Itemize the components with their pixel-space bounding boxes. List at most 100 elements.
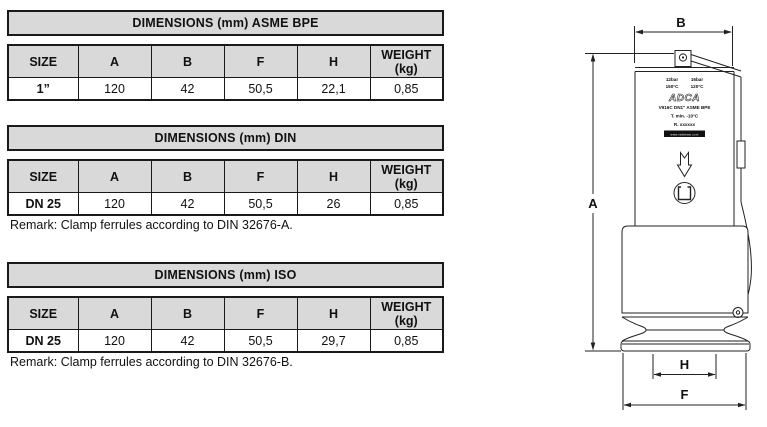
col-header-b: B (150, 159, 225, 193)
ferrule-flange (620, 340, 751, 352)
cell-size: DN 25 (7, 329, 79, 353)
header-row: SIZE A B F H WEIGHT (kg) (7, 296, 444, 330)
cell-weight: 0,85 (369, 329, 444, 353)
b-arrow-right (724, 29, 732, 35)
weight-label: WEIGHT (381, 162, 432, 177)
col-header-b: B (150, 44, 225, 78)
plate-website: www.valsteam.com (671, 133, 699, 137)
plate-model: V916C DN1" ASME BPE (659, 105, 711, 110)
cell-h: 22,1 (296, 77, 371, 101)
neck-left (621, 316, 647, 342)
dimensions-table-din: SIZE A B F H WEIGHT (kg) DN 25 120 42 50… (7, 159, 444, 216)
table-title-asme-bpe: DIMENSIONS (mm) ASME BPE (7, 10, 444, 36)
col-header-f: F (223, 44, 298, 78)
col-header-weight: WEIGHT (kg) (369, 159, 444, 193)
remark-din: Remark: Clamp ferrules according to DIN … (10, 218, 293, 232)
table-title-text: DIMENSIONS (mm) ISO (154, 268, 297, 282)
cell-f: 50,5 (223, 77, 298, 101)
weight-unit: (kg) (394, 61, 418, 76)
table-row: 1” 120 42 50,5 22,1 0,85 (7, 77, 444, 101)
cell-b: 42 (150, 77, 225, 101)
dimensions-table-asme-bpe: SIZE A B F H WEIGHT (kg) 1” 120 42 50,5 … (7, 44, 444, 101)
cell-h: 26 (296, 192, 371, 216)
cell-b: 42 (150, 192, 225, 216)
plate-temp-left: 150°C (666, 84, 680, 89)
strap-top-outer (690, 54, 742, 72)
neck-right (723, 316, 749, 342)
col-header-a: A (77, 44, 152, 78)
col-header-size: SIZE (7, 296, 79, 330)
remark-iso: Remark: Clamp ferrules according to DIN … (10, 355, 293, 369)
table-block-iso: DIMENSIONS (mm) ISO SIZE A B F H WEIGHT … (7, 262, 444, 353)
table-title-text: DIMENSIONS (mm) DIN (154, 131, 297, 145)
weight-label: WEIGHT (381, 47, 432, 62)
header-row: SIZE A B F H WEIGHT (kg) (7, 159, 444, 193)
cell-a: 120 (77, 329, 152, 353)
strap-clip (736, 140, 746, 169)
dimensions-table-iso: SIZE A B F H WEIGHT (kg) DN 25 120 42 50… (7, 296, 444, 353)
table-title-iso: DIMENSIONS (mm) ISO (7, 262, 444, 288)
col-header-b: B (150, 296, 225, 330)
cell-a: 120 (77, 192, 152, 216)
strap-screw-inner (735, 310, 741, 315)
col-header-a: A (77, 296, 152, 330)
dim-label-b: B (676, 15, 685, 30)
cell-size: DN 25 (7, 192, 79, 216)
f-arrow-right (738, 402, 746, 408)
cell-f: 50,5 (223, 192, 298, 216)
dim-label-h: H (680, 357, 689, 372)
plate-tmin: T. min. -10°C (671, 114, 699, 119)
plate-pressure-right: 16bar (691, 77, 703, 82)
valve-drawing-svg: B A H F 12bar 16bar 150°C 120°C ADCA V91… (585, 15, 752, 410)
header-row: SIZE A B F H WEIGHT (kg) (7, 44, 444, 78)
cell-b: 42 (150, 329, 225, 353)
lower-body (621, 225, 749, 314)
col-header-a: A (77, 159, 152, 193)
col-header-h: H (296, 296, 371, 330)
cell-size: 1” (7, 77, 79, 101)
a-arrow-top (590, 53, 596, 62)
h-arrow-left (653, 372, 661, 377)
table-title-text: DIMENSIONS (mm) ASME BPE (132, 16, 319, 30)
cap-screw-dot (681, 56, 685, 59)
col-header-weight: WEIGHT (kg) (369, 296, 444, 330)
drain-symbol-square (677, 186, 692, 201)
table-row: DN 25 120 42 50,5 26 0,85 (7, 192, 444, 216)
col-header-f: F (223, 296, 298, 330)
drain-symbol-circle (673, 182, 696, 204)
table-row: DN 25 120 42 50,5 29,7 0,85 (7, 329, 444, 353)
col-header-f: F (223, 159, 298, 193)
cap-screw-circle (678, 53, 688, 62)
table-title-din: DIMENSIONS (mm) DIN (7, 125, 444, 151)
table-block-asme-bpe: DIMENSIONS (mm) ASME BPE SIZE A B F H WE… (7, 10, 444, 101)
a-arrow-bottom (590, 342, 596, 351)
col-header-h: H (296, 44, 371, 78)
plate-pressure-left: 12bar (666, 77, 678, 82)
cell-weight: 0,85 (369, 77, 444, 101)
plate-website-bar (664, 130, 705, 137)
h-arrow-right (708, 372, 716, 377)
dim-label-a: A (588, 196, 598, 211)
adca-logo: ADCA (668, 93, 700, 104)
weight-unit: (kg) (394, 176, 418, 191)
cell-f: 50,5 (223, 329, 298, 353)
b-arrow-left (635, 29, 643, 35)
strap-top-inner (690, 60, 742, 78)
col-header-h: H (296, 159, 371, 193)
dim-label-f: F (681, 387, 689, 402)
f-arrow-left (623, 402, 631, 408)
strap-screw (732, 307, 744, 318)
weight-label: WEIGHT (381, 299, 432, 314)
valve-technical-drawing: B A H F 12bar 16bar 150°C 120°C ADCA V91… (560, 0, 767, 427)
flow-arrow-icon (676, 150, 693, 178)
col-header-weight: WEIGHT (kg) (369, 44, 444, 78)
col-header-size: SIZE (7, 159, 79, 193)
cell-weight: 0,85 (369, 192, 444, 216)
cell-h: 29,7 (296, 329, 371, 353)
table-block-din: DIMENSIONS (mm) DIN SIZE A B F H WEIGHT … (7, 125, 444, 216)
cell-a: 120 (77, 77, 152, 101)
plate-temp-right: 120°C (691, 84, 705, 89)
plate-ref: R. xxxxxx (674, 122, 696, 127)
col-header-size: SIZE (7, 44, 79, 78)
